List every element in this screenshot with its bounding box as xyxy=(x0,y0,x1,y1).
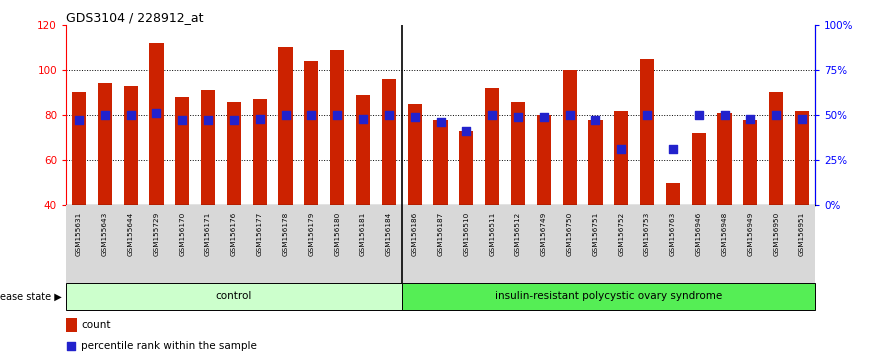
Point xyxy=(459,129,473,134)
Bar xyxy=(402,283,815,310)
Point xyxy=(717,112,731,118)
Text: GSM156180: GSM156180 xyxy=(334,212,340,256)
Point xyxy=(253,116,267,121)
Point xyxy=(64,344,78,349)
Bar xyxy=(459,131,473,205)
Bar xyxy=(562,70,577,205)
Bar xyxy=(589,120,603,205)
Bar xyxy=(744,120,758,205)
Text: insulin-resistant polycystic ovary syndrome: insulin-resistant polycystic ovary syndr… xyxy=(495,291,722,302)
Bar xyxy=(98,84,112,205)
Point xyxy=(98,112,112,118)
Text: GSM156763: GSM156763 xyxy=(670,212,676,256)
Bar xyxy=(226,102,241,205)
Point xyxy=(408,114,422,120)
Bar xyxy=(66,283,402,310)
Point xyxy=(175,118,189,123)
Text: GSM156171: GSM156171 xyxy=(205,212,211,256)
Point xyxy=(150,110,164,116)
Text: GSM156752: GSM156752 xyxy=(618,212,625,256)
Point xyxy=(744,116,758,121)
Bar xyxy=(201,90,215,205)
Text: GSM156751: GSM156751 xyxy=(592,212,598,256)
Point xyxy=(381,112,396,118)
Point xyxy=(278,112,292,118)
Text: GSM155644: GSM155644 xyxy=(128,212,134,256)
Point xyxy=(511,114,525,120)
Text: GSM156178: GSM156178 xyxy=(283,212,289,256)
Point xyxy=(72,118,86,123)
Bar xyxy=(692,133,706,205)
Bar xyxy=(666,183,680,205)
Bar xyxy=(717,113,731,205)
Point xyxy=(485,112,500,118)
Point xyxy=(123,112,137,118)
Text: GSM156950: GSM156950 xyxy=(774,212,779,256)
Bar xyxy=(66,318,77,332)
Text: GSM156186: GSM156186 xyxy=(411,212,418,256)
Point xyxy=(356,116,370,121)
Text: GSM156512: GSM156512 xyxy=(515,212,521,256)
Text: GSM155631: GSM155631 xyxy=(76,212,82,256)
Bar xyxy=(150,43,164,205)
Bar xyxy=(511,102,525,205)
Text: GSM156949: GSM156949 xyxy=(747,212,753,256)
Text: count: count xyxy=(81,320,110,330)
Text: GSM156948: GSM156948 xyxy=(722,212,728,256)
Text: GSM156946: GSM156946 xyxy=(696,212,702,256)
Text: GDS3104 / 228912_at: GDS3104 / 228912_at xyxy=(66,11,204,24)
Text: GSM156176: GSM156176 xyxy=(231,212,237,256)
Bar xyxy=(72,92,86,205)
Point xyxy=(666,147,680,152)
Point xyxy=(614,147,628,152)
Bar xyxy=(485,88,500,205)
Point xyxy=(304,112,318,118)
Bar xyxy=(381,79,396,205)
Point xyxy=(433,119,448,125)
Text: GSM156184: GSM156184 xyxy=(386,212,392,256)
Bar xyxy=(640,59,655,205)
Bar xyxy=(330,50,344,205)
Bar xyxy=(408,104,422,205)
Point xyxy=(640,112,654,118)
Point xyxy=(563,112,577,118)
Point xyxy=(589,118,603,123)
Text: GSM156181: GSM156181 xyxy=(360,212,366,256)
Point xyxy=(227,118,241,123)
Text: GSM156951: GSM156951 xyxy=(799,212,805,256)
Text: GSM156187: GSM156187 xyxy=(438,212,443,256)
Text: control: control xyxy=(216,291,252,302)
Point xyxy=(692,112,706,118)
Text: GSM156510: GSM156510 xyxy=(463,212,470,256)
Point xyxy=(201,118,215,123)
Text: GSM156179: GSM156179 xyxy=(308,212,315,256)
Bar xyxy=(795,110,809,205)
Text: GSM155643: GSM155643 xyxy=(102,212,107,256)
Text: GSM156749: GSM156749 xyxy=(541,212,547,256)
Bar xyxy=(614,110,628,205)
Text: percentile rank within the sample: percentile rank within the sample xyxy=(81,341,257,352)
Text: GSM156170: GSM156170 xyxy=(179,212,185,256)
Bar xyxy=(175,97,189,205)
Text: GSM156511: GSM156511 xyxy=(489,212,495,256)
Bar xyxy=(769,92,783,205)
Bar xyxy=(123,86,137,205)
Text: disease state ▶: disease state ▶ xyxy=(0,291,62,302)
Text: GSM156750: GSM156750 xyxy=(566,212,573,256)
Text: GSM156753: GSM156753 xyxy=(644,212,650,256)
Point xyxy=(795,116,809,121)
Bar xyxy=(537,115,551,205)
Bar xyxy=(278,47,292,205)
Text: GSM156177: GSM156177 xyxy=(256,212,263,256)
Bar xyxy=(356,95,370,205)
Bar xyxy=(304,61,319,205)
Point xyxy=(537,114,551,120)
Point xyxy=(330,112,344,118)
Point xyxy=(769,112,783,118)
Bar xyxy=(253,99,267,205)
Bar xyxy=(433,120,448,205)
Text: GSM155729: GSM155729 xyxy=(153,212,159,256)
